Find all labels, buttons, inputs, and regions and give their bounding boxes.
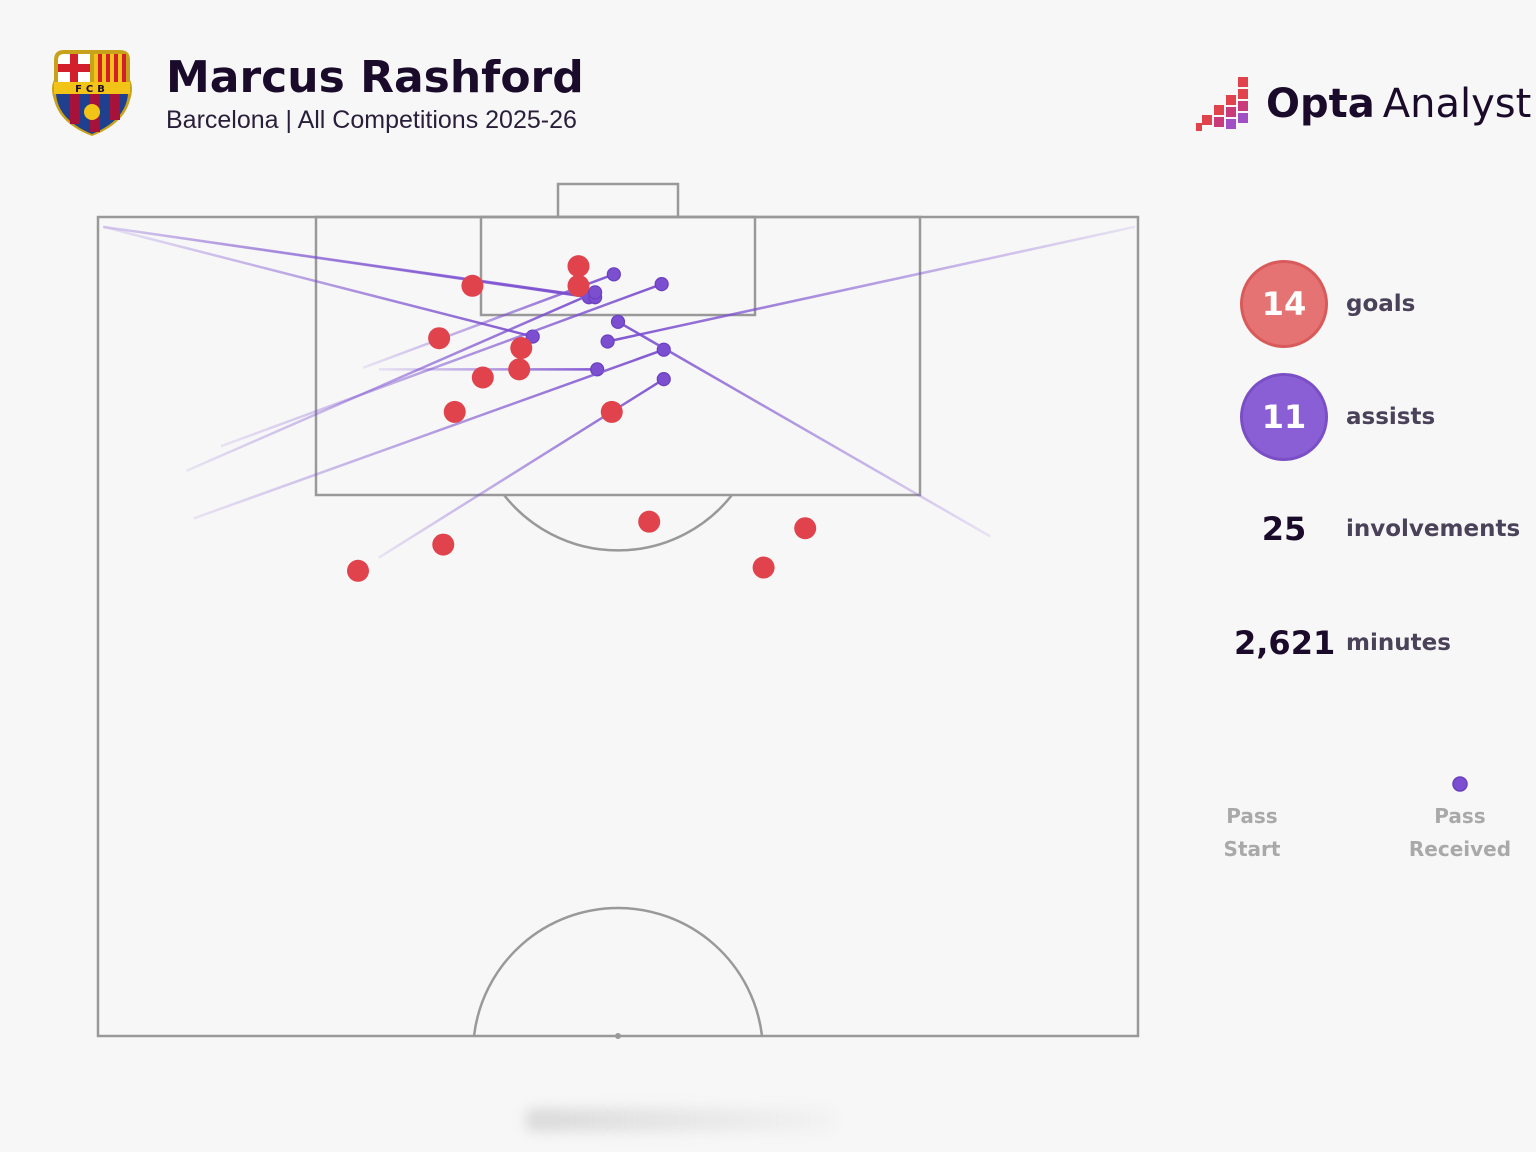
- assist-pass-line: [193, 348, 665, 520]
- assist-pass-line: [102, 225, 534, 338]
- minutes-label: minutes: [1346, 630, 1451, 656]
- brand-name-light: Analyst: [1382, 81, 1532, 127]
- penalty-box: [314, 215, 922, 497]
- pitch-chart: [96, 182, 1140, 1039]
- stat-minutes: 2,621 minutes: [1234, 624, 1451, 662]
- assist-received-point: [588, 285, 603, 300]
- goal-shot-point: [567, 255, 590, 278]
- goal-shot-point: [428, 327, 451, 350]
- involvements-count: 25: [1261, 510, 1307, 548]
- barcelona-crest-icon: FCB: [52, 50, 132, 136]
- stat-involvements: 25 involvements: [1240, 510, 1520, 548]
- center-circle: [472, 906, 764, 1037]
- goal-shot-point: [432, 533, 455, 556]
- penalty-arc: [503, 494, 733, 552]
- goal-shot-point: [461, 274, 484, 297]
- legend-pass-start: Pass Start: [1223, 804, 1281, 861]
- goal-frame: [556, 182, 680, 219]
- assist-pass-line: [607, 225, 1136, 343]
- pass-legend-line: [1254, 776, 1468, 792]
- assists-label: assists: [1346, 404, 1436, 430]
- stat-assists: 11 assists: [1240, 373, 1435, 461]
- goal-shot-point: [471, 366, 494, 389]
- page-subtitle: Barcelona | All Competitions 2025-26: [166, 106, 577, 134]
- goal-shot-point: [567, 274, 590, 297]
- goal-shot-point: [638, 510, 661, 533]
- involvements-label: involvements: [1346, 516, 1521, 542]
- assist-pass-line: [220, 282, 663, 448]
- stat-goals: 14 goals: [1240, 260, 1415, 348]
- goal-shot-point: [752, 556, 775, 579]
- assist-received-point: [654, 277, 669, 292]
- assist-pass-line: [617, 320, 991, 538]
- goal-shot-point: [508, 358, 531, 381]
- goals-count-badge: 14: [1240, 260, 1328, 348]
- assist-received-point: [656, 372, 671, 387]
- crest-text: FCB: [75, 84, 109, 95]
- assist-received-point: [610, 314, 626, 329]
- brand-name-bold: Opta: [1266, 81, 1375, 127]
- assist-received-point: [606, 267, 621, 282]
- pitch-markings: [96, 182, 1140, 1038]
- pass-received-dot: [1452, 776, 1468, 792]
- assist-pass-line: [378, 378, 665, 559]
- minutes-count: 2,621: [1234, 624, 1336, 662]
- goal-shot-point: [510, 337, 533, 360]
- assists-count-badge: 11: [1240, 373, 1328, 461]
- assist-lines: [102, 225, 1136, 559]
- assist-received-point: [600, 334, 615, 349]
- legend-pass-received: Pass Received: [1408, 804, 1512, 861]
- opta-bars-icon: [1196, 77, 1248, 131]
- goal-shot-point: [443, 400, 466, 423]
- blurred-watermark: [526, 1108, 836, 1132]
- assist-pass-line: [103, 225, 596, 299]
- goal-shot-point: [347, 559, 369, 582]
- goals-label: goals: [1346, 291, 1416, 317]
- page-title: Marcus Rashford: [166, 52, 584, 103]
- opta-analyst-logo: Opta Analyst: [1196, 74, 1531, 134]
- goal-shot-point: [600, 400, 623, 423]
- center-spot: [615, 1033, 621, 1039]
- assist-pass-line: [185, 291, 596, 473]
- goal-markers: [347, 255, 817, 582]
- goal-shot-point: [794, 517, 817, 540]
